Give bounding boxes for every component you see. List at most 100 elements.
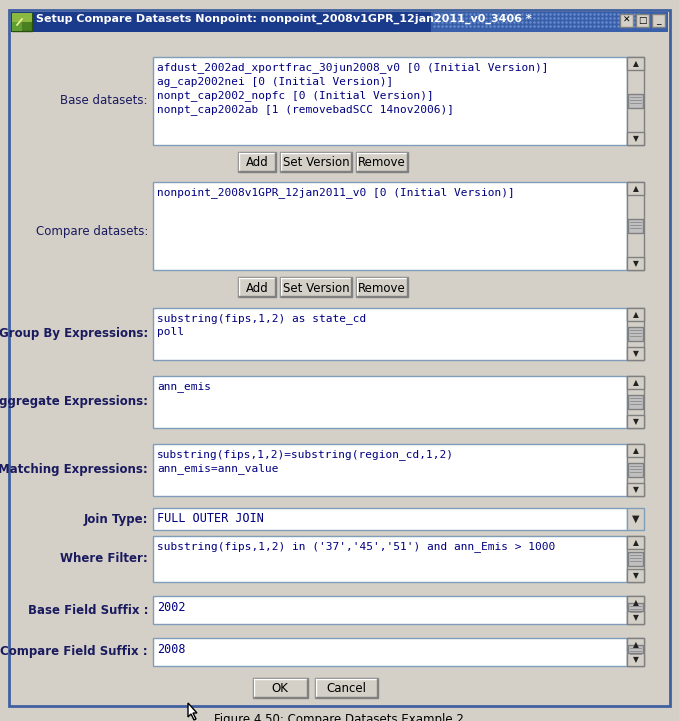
Text: Setup Compare Datasets Nonpoint: nonpoint_2008v1GPR_12jan2011_v0_3406 *: Setup Compare Datasets Nonpoint: nonpoin… <box>36 14 532 25</box>
Text: ag_cap2002nei [0 (Initial Version)]: ag_cap2002nei [0 (Initial Version)] <box>157 76 393 87</box>
Bar <box>652 14 665 27</box>
Text: _: _ <box>656 16 661 25</box>
Text: nonpt_cap2002ab [1 (removebadSCC 14nov2006)]: nonpt_cap2002ab [1 (removebadSCC 14nov20… <box>157 104 454 115</box>
Bar <box>12 13 32 31</box>
Text: Aggregate Expressions:: Aggregate Expressions: <box>0 396 148 409</box>
Bar <box>627 376 644 389</box>
Text: ✕: ✕ <box>623 16 630 25</box>
Text: ▼: ▼ <box>633 259 638 268</box>
Bar <box>153 444 627 496</box>
Bar <box>627 483 644 496</box>
Text: ▼: ▼ <box>633 485 638 494</box>
Text: substring(fips,1,2) in ('37','45','51') and ann_Emis > 1000: substring(fips,1,2) in ('37','45','51') … <box>157 541 555 552</box>
Text: OK: OK <box>272 683 289 696</box>
Bar <box>627 444 644 496</box>
Text: Compare Field Suffix :: Compare Field Suffix : <box>1 645 148 658</box>
Text: Set Version: Set Version <box>282 156 349 169</box>
Bar <box>627 57 644 145</box>
Text: ▲: ▲ <box>633 538 638 547</box>
Text: ▲: ▲ <box>633 59 638 68</box>
Bar <box>628 395 643 409</box>
Bar <box>280 152 352 172</box>
Text: ▲: ▲ <box>633 640 638 649</box>
Text: ▼: ▼ <box>633 417 638 426</box>
Text: ▲: ▲ <box>633 310 638 319</box>
Bar <box>627 444 644 457</box>
Text: ▲: ▲ <box>633 378 638 387</box>
Text: Remove: Remove <box>358 281 406 294</box>
Bar <box>431 12 668 32</box>
Bar <box>627 347 644 360</box>
Bar <box>628 463 643 477</box>
Text: 2002: 2002 <box>157 601 185 614</box>
Text: Compare datasets:: Compare datasets: <box>35 224 148 237</box>
Text: poll: poll <box>157 327 184 337</box>
Text: nonpt_cap2002_nopfc [0 (Initial Version)]: nonpt_cap2002_nopfc [0 (Initial Version)… <box>157 90 434 101</box>
Text: substring(fips,1,2) as state_cd: substring(fips,1,2) as state_cd <box>157 313 366 324</box>
Text: ▼: ▼ <box>633 571 638 580</box>
Bar <box>356 277 408 297</box>
Bar <box>153 57 627 145</box>
Text: Cancel: Cancel <box>326 683 366 696</box>
Bar <box>628 603 643 617</box>
Bar <box>627 611 644 624</box>
Text: ▼: ▼ <box>633 349 638 358</box>
Bar <box>153 638 627 666</box>
Bar <box>627 638 644 666</box>
Bar <box>628 552 643 566</box>
Text: Base Field Suffix :: Base Field Suffix : <box>28 603 148 616</box>
Bar <box>153 596 627 624</box>
Text: 2008: 2008 <box>157 643 185 656</box>
Bar <box>628 94 643 108</box>
Bar <box>627 257 644 270</box>
Text: Add: Add <box>246 156 268 169</box>
Text: ▲: ▲ <box>633 184 638 193</box>
Text: Figure 4.50: Compare Datasets Example 2: Figure 4.50: Compare Datasets Example 2 <box>214 713 464 721</box>
Text: Where Filter:: Where Filter: <box>60 552 148 565</box>
Bar <box>627 182 644 270</box>
Bar <box>153 376 627 428</box>
Bar <box>627 638 644 651</box>
Bar <box>628 219 643 233</box>
Bar <box>627 308 644 360</box>
Bar <box>153 536 627 582</box>
Bar <box>627 376 644 428</box>
Bar <box>627 132 644 145</box>
Bar <box>253 678 308 698</box>
Bar <box>627 569 644 582</box>
Bar <box>628 327 643 341</box>
Bar <box>628 645 643 659</box>
Bar <box>636 14 649 27</box>
Bar <box>627 536 644 582</box>
Text: □: □ <box>638 16 647 25</box>
Text: ▲: ▲ <box>633 446 638 455</box>
Text: ▼: ▼ <box>633 655 638 664</box>
Bar <box>280 277 352 297</box>
Bar <box>356 152 408 172</box>
Bar <box>627 308 644 321</box>
Bar <box>153 508 627 530</box>
Bar <box>627 596 644 609</box>
Text: Set Version: Set Version <box>282 281 349 294</box>
Text: Add: Add <box>246 281 268 294</box>
Text: substring(fips,1,2)=substring(region_cd,1,2): substring(fips,1,2)=substring(region_cd,… <box>157 449 454 460</box>
Text: Remove: Remove <box>358 156 406 169</box>
Bar <box>627 182 644 195</box>
Text: ▼: ▼ <box>632 514 640 524</box>
Bar <box>153 182 627 270</box>
Bar <box>153 308 627 360</box>
Text: Join Type:: Join Type: <box>84 513 148 526</box>
Bar <box>315 678 378 698</box>
Bar <box>12 22 22 31</box>
Text: FULL OUTER JOIN: FULL OUTER JOIN <box>157 513 264 526</box>
Text: ▼: ▼ <box>633 613 638 622</box>
Text: nonpoint_2008v1GPR_12jan2011_v0 [0 (Initial Version)]: nonpoint_2008v1GPR_12jan2011_v0 [0 (Init… <box>157 187 515 198</box>
Bar <box>238 152 276 172</box>
Text: ▼: ▼ <box>633 134 638 143</box>
Bar <box>627 536 644 549</box>
Bar <box>627 596 644 624</box>
Bar <box>620 14 633 27</box>
Text: ann_emis=ann_value: ann_emis=ann_value <box>157 463 278 474</box>
Text: ▲: ▲ <box>633 598 638 607</box>
Bar <box>12 13 32 22</box>
